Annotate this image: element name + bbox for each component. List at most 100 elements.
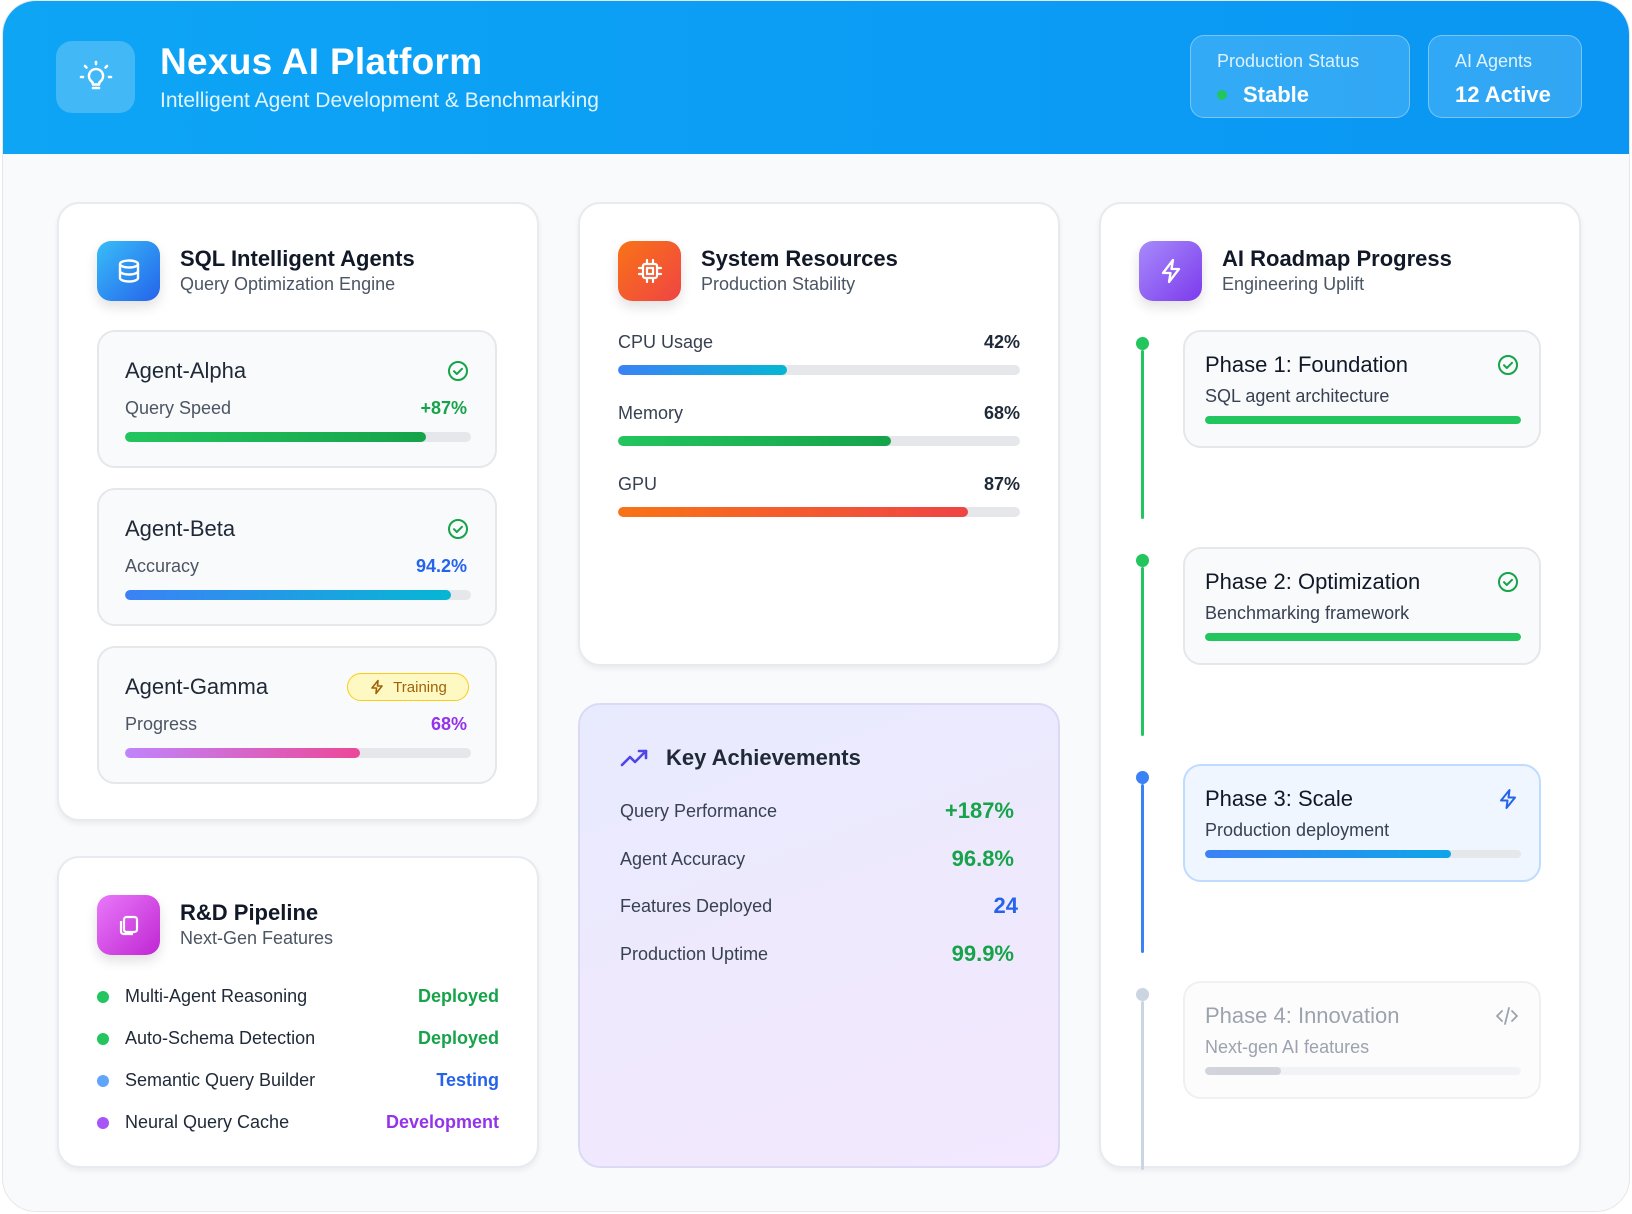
agent-name: Agent-Gamma (125, 674, 269, 699)
phase-progress-fill (1205, 416, 1521, 424)
phase-progress-fill (1205, 1067, 1281, 1075)
achievement-value: +187% (944, 798, 1014, 823)
achievement-label: Features Deployed (620, 896, 773, 916)
status-dot-icon (97, 1117, 109, 1129)
agent-metric-value: 68% (430, 714, 467, 734)
cpu-chip-icon (618, 241, 681, 301)
production-status-box[interactable]: Production Status Stable (1190, 35, 1410, 118)
timeline-line (1141, 350, 1144, 519)
achievement-value: 24 (993, 893, 1018, 918)
status-dot-icon (97, 1033, 109, 1045)
phase-subtitle: Benchmarking framework (1205, 603, 1410, 623)
gpu-label: GPU (618, 474, 658, 494)
agent-gamma-card[interactable]: Agent-Gamma Training Progress 68% (97, 646, 497, 784)
production-status-value-row: Stable (1217, 82, 1409, 108)
phase-progress-track (1205, 416, 1521, 424)
roadmap-phase-1[interactable]: Phase 1: Foundation SQL agent architectu… (1183, 330, 1541, 448)
pipeline-item-label: Neural Query Cache (125, 1112, 290, 1132)
ai-roadmap-title: AI Roadmap Progress (1222, 246, 1452, 271)
timeline-line (1141, 1001, 1144, 1170)
gpu-track (618, 507, 1020, 517)
roadmap-phase-4[interactable]: Phase 4: Innovation Next-gen AI features (1183, 981, 1541, 1099)
agent-progress-track (125, 748, 471, 758)
rd-pipeline-title: R&D Pipeline (180, 900, 319, 925)
pipeline-item-status: Deployed (417, 1028, 499, 1048)
code-icon (1496, 1007, 1518, 1025)
gpu-fill (618, 507, 968, 517)
achievement-value: 96.8% (951, 846, 1014, 871)
achievement-label: Agent Accuracy (620, 849, 746, 869)
pipeline-item-status: Testing (436, 1070, 499, 1090)
check-circle-icon (1498, 572, 1518, 592)
phase-title: Phase 2: Optimization (1205, 569, 1421, 594)
lightbulb-icon (56, 41, 135, 113)
achievement-label: Production Uptime (620, 944, 769, 964)
phase-title: Phase 3: Scale (1205, 786, 1353, 811)
agent-beta-card[interactable]: Agent-Beta Accuracy 94.2% (97, 488, 497, 626)
check-circle-icon (448, 519, 468, 539)
pipeline-item-status: Development (385, 1112, 499, 1132)
achievement-label: Query Performance (620, 801, 778, 821)
layers-copy-icon (97, 895, 160, 955)
rd-pipeline-subtitle: Next-Gen Features (180, 928, 334, 948)
production-status-value: Stable (1243, 82, 1310, 107)
cpu-usage-fill (618, 365, 787, 375)
memory-fill (618, 436, 892, 446)
check-circle-icon (448, 361, 468, 381)
timeline-dot (1136, 988, 1149, 1001)
agent-progress-fill (125, 590, 451, 600)
lightning-icon (1139, 241, 1202, 301)
pipeline-item-label: Semantic Query Builder (125, 1070, 316, 1090)
pipeline-item-label: Multi-Agent Reasoning (125, 986, 308, 1006)
status-dot-icon (97, 1075, 109, 1087)
ai-agents-label: AI Agents (1455, 51, 1533, 71)
agent-progress-fill (125, 748, 361, 758)
timeline-line (1141, 567, 1144, 736)
pipeline-item-label: Auto-Schema Detection (125, 1028, 316, 1048)
timeline-dot (1136, 554, 1149, 567)
rd-pipeline-card: R&D Pipeline Next-Gen Features Multi-Age… (57, 856, 539, 1168)
agent-progress-fill (125, 432, 427, 442)
memory-track (618, 436, 1020, 446)
phase-progress-track (1205, 1067, 1521, 1075)
agent-metric-label: Query Speed (125, 398, 232, 418)
key-achievements-title: Key Achievements (666, 745, 861, 770)
sql-agents-card: SQL Intelligent Agents Query Optimizatio… (57, 202, 539, 821)
ai-agents-box[interactable]: AI Agents 12 Active (1428, 35, 1582, 118)
status-dot-icon (1217, 90, 1227, 100)
app-subtitle: Intelligent Agent Development & Benchmar… (160, 89, 599, 112)
phase-subtitle: SQL agent architecture (1205, 386, 1390, 406)
timeline-dot (1136, 771, 1149, 784)
roadmap-phase-3[interactable]: Phase 3: Scale Production deployment (1183, 764, 1541, 882)
ai-agents-value: 12 Active (1455, 82, 1551, 107)
production-status-label: Production Status (1217, 51, 1360, 71)
agent-metric-value: 94.2% (415, 556, 467, 576)
memory-label: Memory (618, 403, 684, 423)
agent-metric-value: +87% (420, 398, 467, 418)
roadmap-phase-2[interactable]: Phase 2: Optimization Benchmarking frame… (1183, 547, 1541, 665)
key-achievements-card: Key Achievements Query Performance +187%… (578, 703, 1060, 1168)
trending-up-icon (620, 749, 648, 767)
agent-progress-track (125, 432, 471, 442)
badge-label: Training (393, 678, 447, 696)
system-resources-card: System Resources Production Stability CP… (578, 202, 1060, 666)
agent-alpha-card[interactable]: Agent-Alpha Query Speed +87% (97, 330, 497, 468)
sql-agents-title: SQL Intelligent Agents (180, 246, 415, 271)
phase-title: Phase 1: Foundation (1205, 352, 1409, 377)
agent-metric-label: Accuracy (125, 556, 200, 576)
agent-name: Agent-Beta (125, 516, 236, 541)
agent-progress-track (125, 590, 471, 600)
system-resources-title: System Resources (701, 246, 898, 271)
timeline-line (1141, 784, 1144, 953)
cpu-usage-track (618, 365, 1020, 375)
phase-progress-fill (1205, 850, 1452, 858)
ai-roadmap-subtitle: Engineering Uplift (1222, 274, 1365, 294)
ai-roadmap-card: AI Roadmap Progress Engineering Uplift P… (1099, 202, 1581, 1170)
check-circle-icon (1498, 355, 1518, 375)
training-badge: Training (347, 673, 469, 701)
sql-agents-subtitle: Query Optimization Engine (180, 274, 396, 294)
system-resources-subtitle: Production Stability (701, 274, 856, 294)
app-title: Nexus AI Platform (160, 41, 483, 82)
phase-subtitle: Production deployment (1205, 820, 1390, 840)
